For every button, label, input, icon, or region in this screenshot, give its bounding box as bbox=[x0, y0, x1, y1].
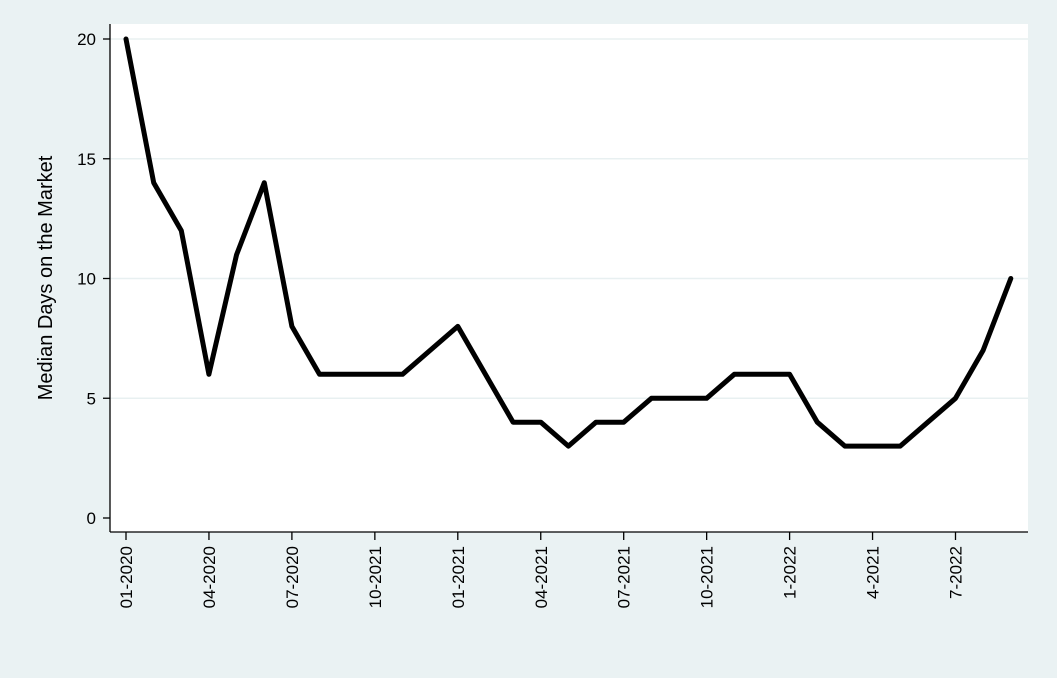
x-tick-label: 7-2022 bbox=[947, 546, 966, 599]
data-point bbox=[844, 445, 846, 447]
x-axis-ticks: 01-2020 04-2020 07-2020 10-2021 01-2021 04-20… bbox=[117, 532, 966, 608]
x-tick-label: 07-2021 bbox=[615, 546, 634, 608]
data-point bbox=[678, 397, 680, 399]
x-tick-label: 4-2021 bbox=[864, 546, 883, 599]
data-point bbox=[484, 373, 486, 375]
x-tick-label: 1-2022 bbox=[781, 546, 800, 599]
data-point bbox=[319, 373, 321, 375]
data-point bbox=[208, 373, 210, 375]
data-point bbox=[263, 182, 265, 184]
data-point bbox=[346, 373, 348, 375]
data-point bbox=[733, 373, 735, 375]
x-tick-label: 01-2021 bbox=[449, 546, 468, 608]
data-point bbox=[540, 421, 542, 423]
data-point bbox=[567, 445, 569, 447]
data-point bbox=[180, 230, 182, 232]
y-tick-label: 10 bbox=[77, 270, 96, 289]
data-point bbox=[982, 349, 984, 351]
data-point bbox=[816, 421, 818, 423]
y-tick-label: 0 bbox=[87, 509, 96, 528]
x-tick-label: 04-2020 bbox=[200, 546, 219, 608]
data-point bbox=[595, 421, 597, 423]
y-tick-label: 15 bbox=[77, 150, 96, 169]
data-point bbox=[899, 445, 901, 447]
x-tick-label: 04-2021 bbox=[532, 546, 551, 608]
data-points bbox=[125, 38, 1012, 447]
data-point bbox=[706, 397, 708, 399]
data-point bbox=[153, 182, 155, 184]
data-point bbox=[429, 349, 431, 351]
data-point bbox=[789, 373, 791, 375]
x-tick-label: 07-2020 bbox=[283, 546, 302, 608]
y-axis-title: Median Days on the Market bbox=[35, 155, 57, 400]
data-point bbox=[872, 445, 874, 447]
data-point bbox=[927, 421, 929, 423]
data-point bbox=[761, 373, 763, 375]
x-tick-label: 01-2020 bbox=[117, 546, 136, 608]
x-tick-label: 10-2021 bbox=[698, 546, 717, 608]
data-point bbox=[650, 397, 652, 399]
y-tick-label: 20 bbox=[77, 30, 96, 49]
y-tick-label: 5 bbox=[87, 389, 96, 408]
grid-lines bbox=[110, 38, 1028, 399]
data-point bbox=[291, 325, 293, 327]
data-point bbox=[1010, 278, 1012, 279]
x-tick-label: 10-2021 bbox=[366, 546, 385, 608]
data-point bbox=[623, 421, 625, 423]
data-point bbox=[125, 38, 127, 40]
data-point bbox=[236, 254, 238, 256]
data-point bbox=[402, 373, 403, 375]
data-point bbox=[374, 373, 376, 375]
y-axis-ticks: 0 5 10 15 20 bbox=[77, 30, 110, 528]
data-point bbox=[512, 421, 514, 423]
data-point bbox=[955, 397, 956, 399]
data-point bbox=[457, 325, 459, 327]
